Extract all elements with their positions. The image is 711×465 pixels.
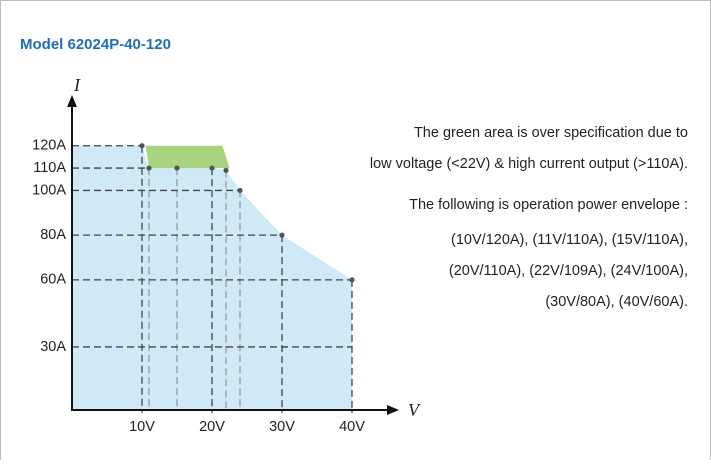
envelope-line: (30V/80A), (40V/60A). [545,294,688,310]
y-tick-label: 120A [32,138,66,154]
point [209,165,215,171]
y-axis-arrow [67,95,77,107]
over-spec-area [145,145,230,169]
point [349,277,355,283]
x-tick-label: 10V [129,419,155,435]
point [237,187,243,194]
y-tick-label: 80A [40,227,66,243]
x-axis-label: V [408,400,421,420]
chart-title: Model 62024P-40-120 [20,36,171,53]
point [279,232,285,238]
envelope-title: The following is operation power envelop… [409,197,688,213]
y-tick-label: 100A [32,182,66,198]
point [223,167,229,173]
x-tick-label: 30V [269,419,295,435]
envelope-line: (10V/120A), (11V/110A), (15V/110A), [451,232,688,248]
y-axis-label: I [73,75,81,95]
point [174,165,180,171]
annotation: low voltage (<22V) & high current output… [370,156,688,172]
x-tick-label: 40V [339,419,365,435]
envelope-line: (20V/110A), (22V/109A), (24V/100A), [449,263,688,279]
x-axis-arrow [387,405,399,415]
point [139,143,145,149]
x-tick-label: 20V [199,419,225,435]
annotation: The green area is over specification due… [414,125,688,141]
y-tick-label: 110A [33,160,66,176]
point [146,165,152,171]
y-tick-label: 30A [40,339,66,355]
y-tick-label: 60A [40,272,66,288]
